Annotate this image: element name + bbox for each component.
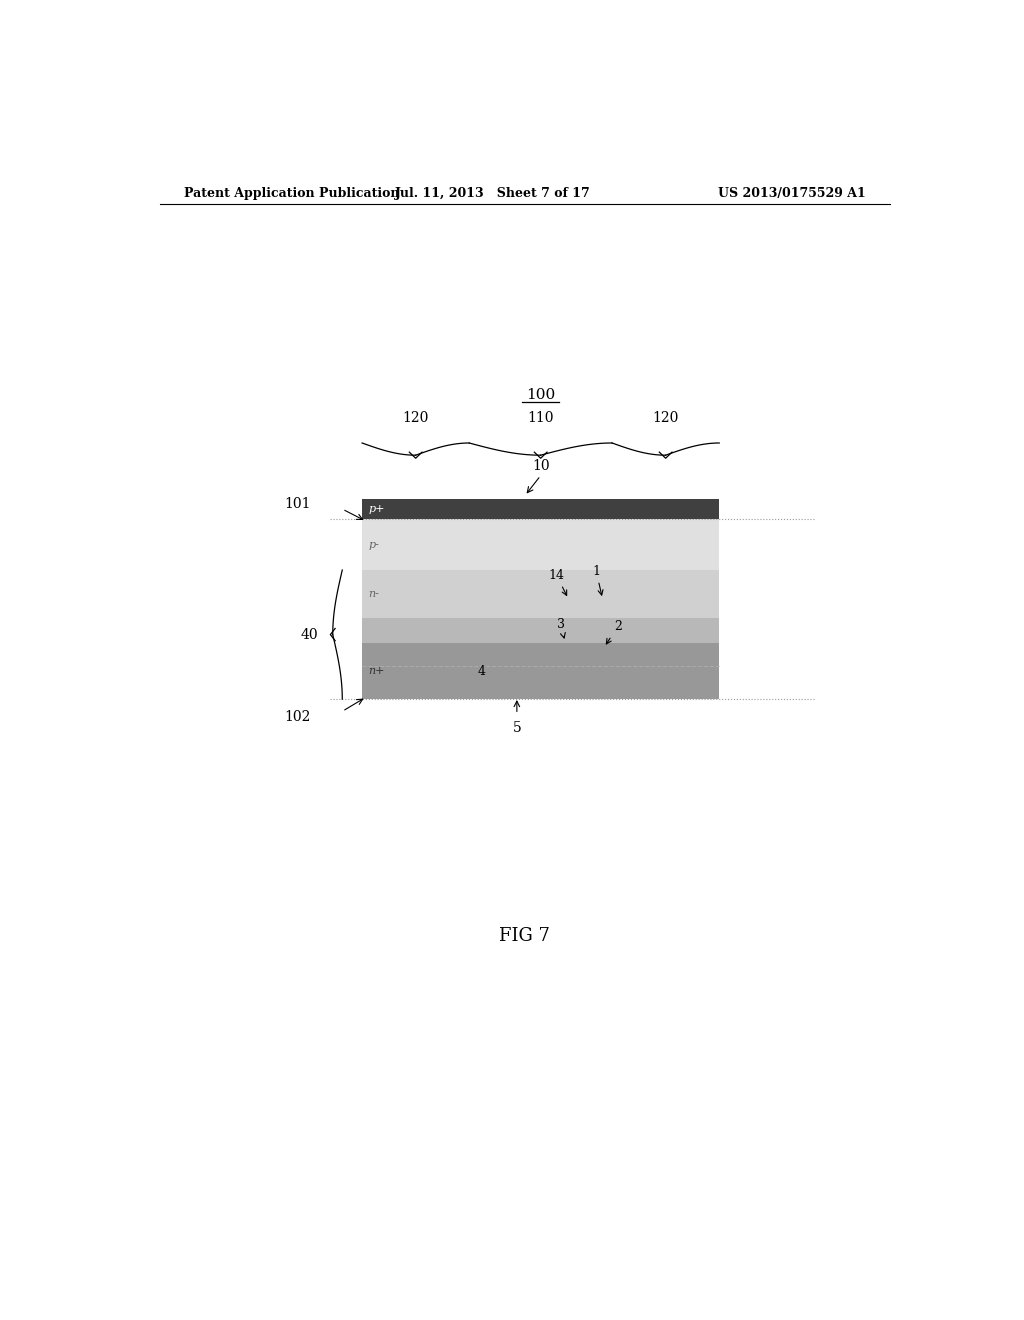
Bar xyxy=(362,570,719,618)
Text: US 2013/0175529 A1: US 2013/0175529 A1 xyxy=(718,187,866,201)
Bar xyxy=(362,618,719,643)
Text: 101: 101 xyxy=(284,496,310,511)
Text: 40: 40 xyxy=(301,627,318,642)
Text: 102: 102 xyxy=(284,710,310,725)
Text: 3: 3 xyxy=(556,618,565,638)
Text: Patent Application Publication: Patent Application Publication xyxy=(183,187,399,201)
Text: 10: 10 xyxy=(531,459,550,474)
Text: 120: 120 xyxy=(402,411,429,425)
Text: 100: 100 xyxy=(526,388,555,403)
Text: 2: 2 xyxy=(606,620,622,644)
Text: 5: 5 xyxy=(512,722,521,735)
Text: 14: 14 xyxy=(549,569,566,595)
Bar xyxy=(362,519,719,570)
Text: 4: 4 xyxy=(477,665,485,677)
Text: 110: 110 xyxy=(527,411,554,425)
Text: n-: n- xyxy=(369,589,379,599)
Bar xyxy=(362,499,719,519)
Text: p-: p- xyxy=(369,540,379,549)
Text: n+: n+ xyxy=(369,667,385,676)
Text: 120: 120 xyxy=(652,411,679,425)
Text: Jul. 11, 2013   Sheet 7 of 17: Jul. 11, 2013 Sheet 7 of 17 xyxy=(395,187,591,201)
Text: FIG 7: FIG 7 xyxy=(500,927,550,945)
Bar xyxy=(362,643,719,700)
Text: p+: p+ xyxy=(369,504,385,513)
Text: 1: 1 xyxy=(592,565,603,595)
